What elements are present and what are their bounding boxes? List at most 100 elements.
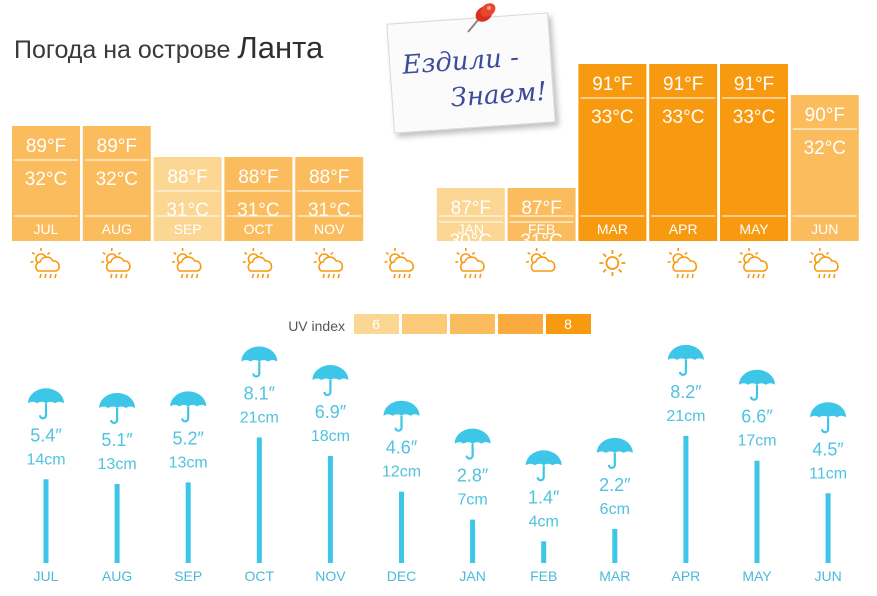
sun-ray: [755, 251, 759, 255]
temp-c-label: 31°C: [308, 200, 350, 221]
temp-bar: [153, 157, 222, 241]
sun-ray: [525, 260, 530, 264]
cloud-shape: [459, 256, 485, 272]
sun-ray: [47, 251, 51, 255]
month-label-bottom: JUN: [814, 568, 841, 584]
temp-c-label: 31°C: [237, 200, 279, 221]
umbrella-canopy: [383, 400, 420, 416]
month-label-top: MAY: [739, 221, 769, 237]
temp-bar: [790, 95, 859, 241]
temp-f-label: 89°F: [97, 136, 137, 157]
temp-bar: [578, 64, 647, 241]
rain-drop: [823, 273, 826, 279]
rain-bar: [754, 460, 760, 563]
sun-ray: [618, 253, 623, 258]
temp-bar: [436, 188, 505, 241]
sun-ray: [527, 251, 531, 255]
rain-bar: [612, 528, 618, 563]
month-label-top: JAN: [458, 221, 484, 237]
temp-f-label: 89°F: [26, 136, 66, 157]
temp-f-label: 90°F: [805, 105, 845, 126]
rain-cm-label: 4cm: [529, 513, 559, 530]
sun-cloud-rain-icon: [313, 248, 344, 279]
rain-drop: [110, 273, 113, 279]
month-label-bottom: SEP: [174, 568, 202, 584]
month-label-top: APR: [669, 221, 698, 237]
umbrella-icon: [810, 402, 847, 434]
rain-drop: [266, 273, 270, 279]
note-line2: Знаем!: [450, 77, 548, 114]
sun-cloud-icon: [525, 248, 556, 272]
sun-ray: [684, 251, 688, 255]
sun-icon: [599, 250, 626, 276]
temp-c-label: 30°C: [450, 231, 492, 252]
month-label-bottom: JUL: [34, 568, 59, 584]
umbrella-handle: [465, 443, 474, 460]
rain-drop: [54, 273, 57, 279]
sun-cloud-rain-icon: [667, 248, 698, 279]
rain-cm-label: 13cm: [98, 456, 137, 473]
month-label-top: DEC: [385, 221, 415, 237]
umbrella-canopy: [241, 346, 278, 362]
umbrella-handle: [181, 406, 190, 423]
temp-c-label: 33°C: [662, 107, 704, 128]
sun-ray: [456, 251, 460, 255]
rain-drop: [44, 273, 47, 279]
uv-legend-swatch: [546, 314, 591, 334]
temp-f-label: 88°F: [167, 167, 207, 188]
rain-inch-label: 2.2″: [599, 475, 631, 495]
month-label-top: MAR: [597, 221, 628, 237]
rain-drop: [464, 273, 467, 279]
temp-bar: [82, 126, 151, 241]
rain-cm-label: 11cm: [809, 465, 847, 482]
rain-drop: [676, 273, 679, 279]
umbrella-icon: [454, 428, 491, 460]
rain-drop: [828, 273, 831, 279]
rain-drop: [180, 273, 184, 279]
note-line1: Ездили -: [400, 43, 520, 81]
rain-drop: [185, 273, 189, 279]
sun-ray: [30, 260, 34, 264]
sun-cloud-rain-icon: [242, 248, 273, 279]
cloud-shape: [176, 256, 202, 272]
sun-ray: [259, 251, 263, 255]
cloud-shape: [672, 256, 698, 272]
sun-cloud-rain-icon: [738, 248, 768, 279]
uv-legend-swatch: [354, 314, 399, 334]
rain-bar: [256, 437, 262, 563]
umbrella-canopy: [99, 392, 136, 408]
rain-drop: [398, 273, 401, 279]
title-island-name: Ланта: [237, 30, 324, 65]
uv-legend-max: 8: [564, 316, 572, 332]
sun-ray: [471, 251, 476, 255]
umbrella-handle: [252, 361, 261, 378]
uv-legend-swatch: [498, 314, 543, 334]
sun-ray: [101, 260, 105, 264]
temp-bar: [224, 157, 293, 241]
umbrella-icon: [739, 369, 775, 401]
temp-f-label: 91°F: [663, 74, 703, 95]
rain-cm-label: 21cm: [666, 408, 705, 425]
sun-ray: [330, 251, 334, 255]
temp-bar: [649, 64, 718, 241]
temp-bar: [295, 157, 364, 241]
umbrella-handle: [109, 407, 119, 424]
sun-ray: [738, 260, 742, 264]
umbrella-handle: [323, 380, 332, 397]
sun-cloud-rain-icon: [384, 248, 414, 279]
rain-cm-label: 13cm: [169, 454, 208, 471]
month-label-top: FEB: [528, 221, 555, 237]
sun-ray: [314, 251, 319, 255]
cloud-shape: [318, 256, 344, 272]
month-label-bottom: MAR: [599, 568, 630, 584]
temp-c-label: 31°C: [166, 200, 208, 221]
rain-drop: [747, 273, 750, 279]
rain-drop: [408, 273, 411, 279]
temp-c-label: 30°C: [379, 293, 421, 314]
rain-drop: [337, 273, 340, 279]
rain-drop: [190, 273, 194, 279]
sticky-note: Ездили - Знаем!: [386, 12, 556, 134]
umbrella-canopy: [525, 450, 562, 466]
month-label-bottom: MAY: [742, 568, 772, 584]
sun-ray: [313, 260, 317, 264]
